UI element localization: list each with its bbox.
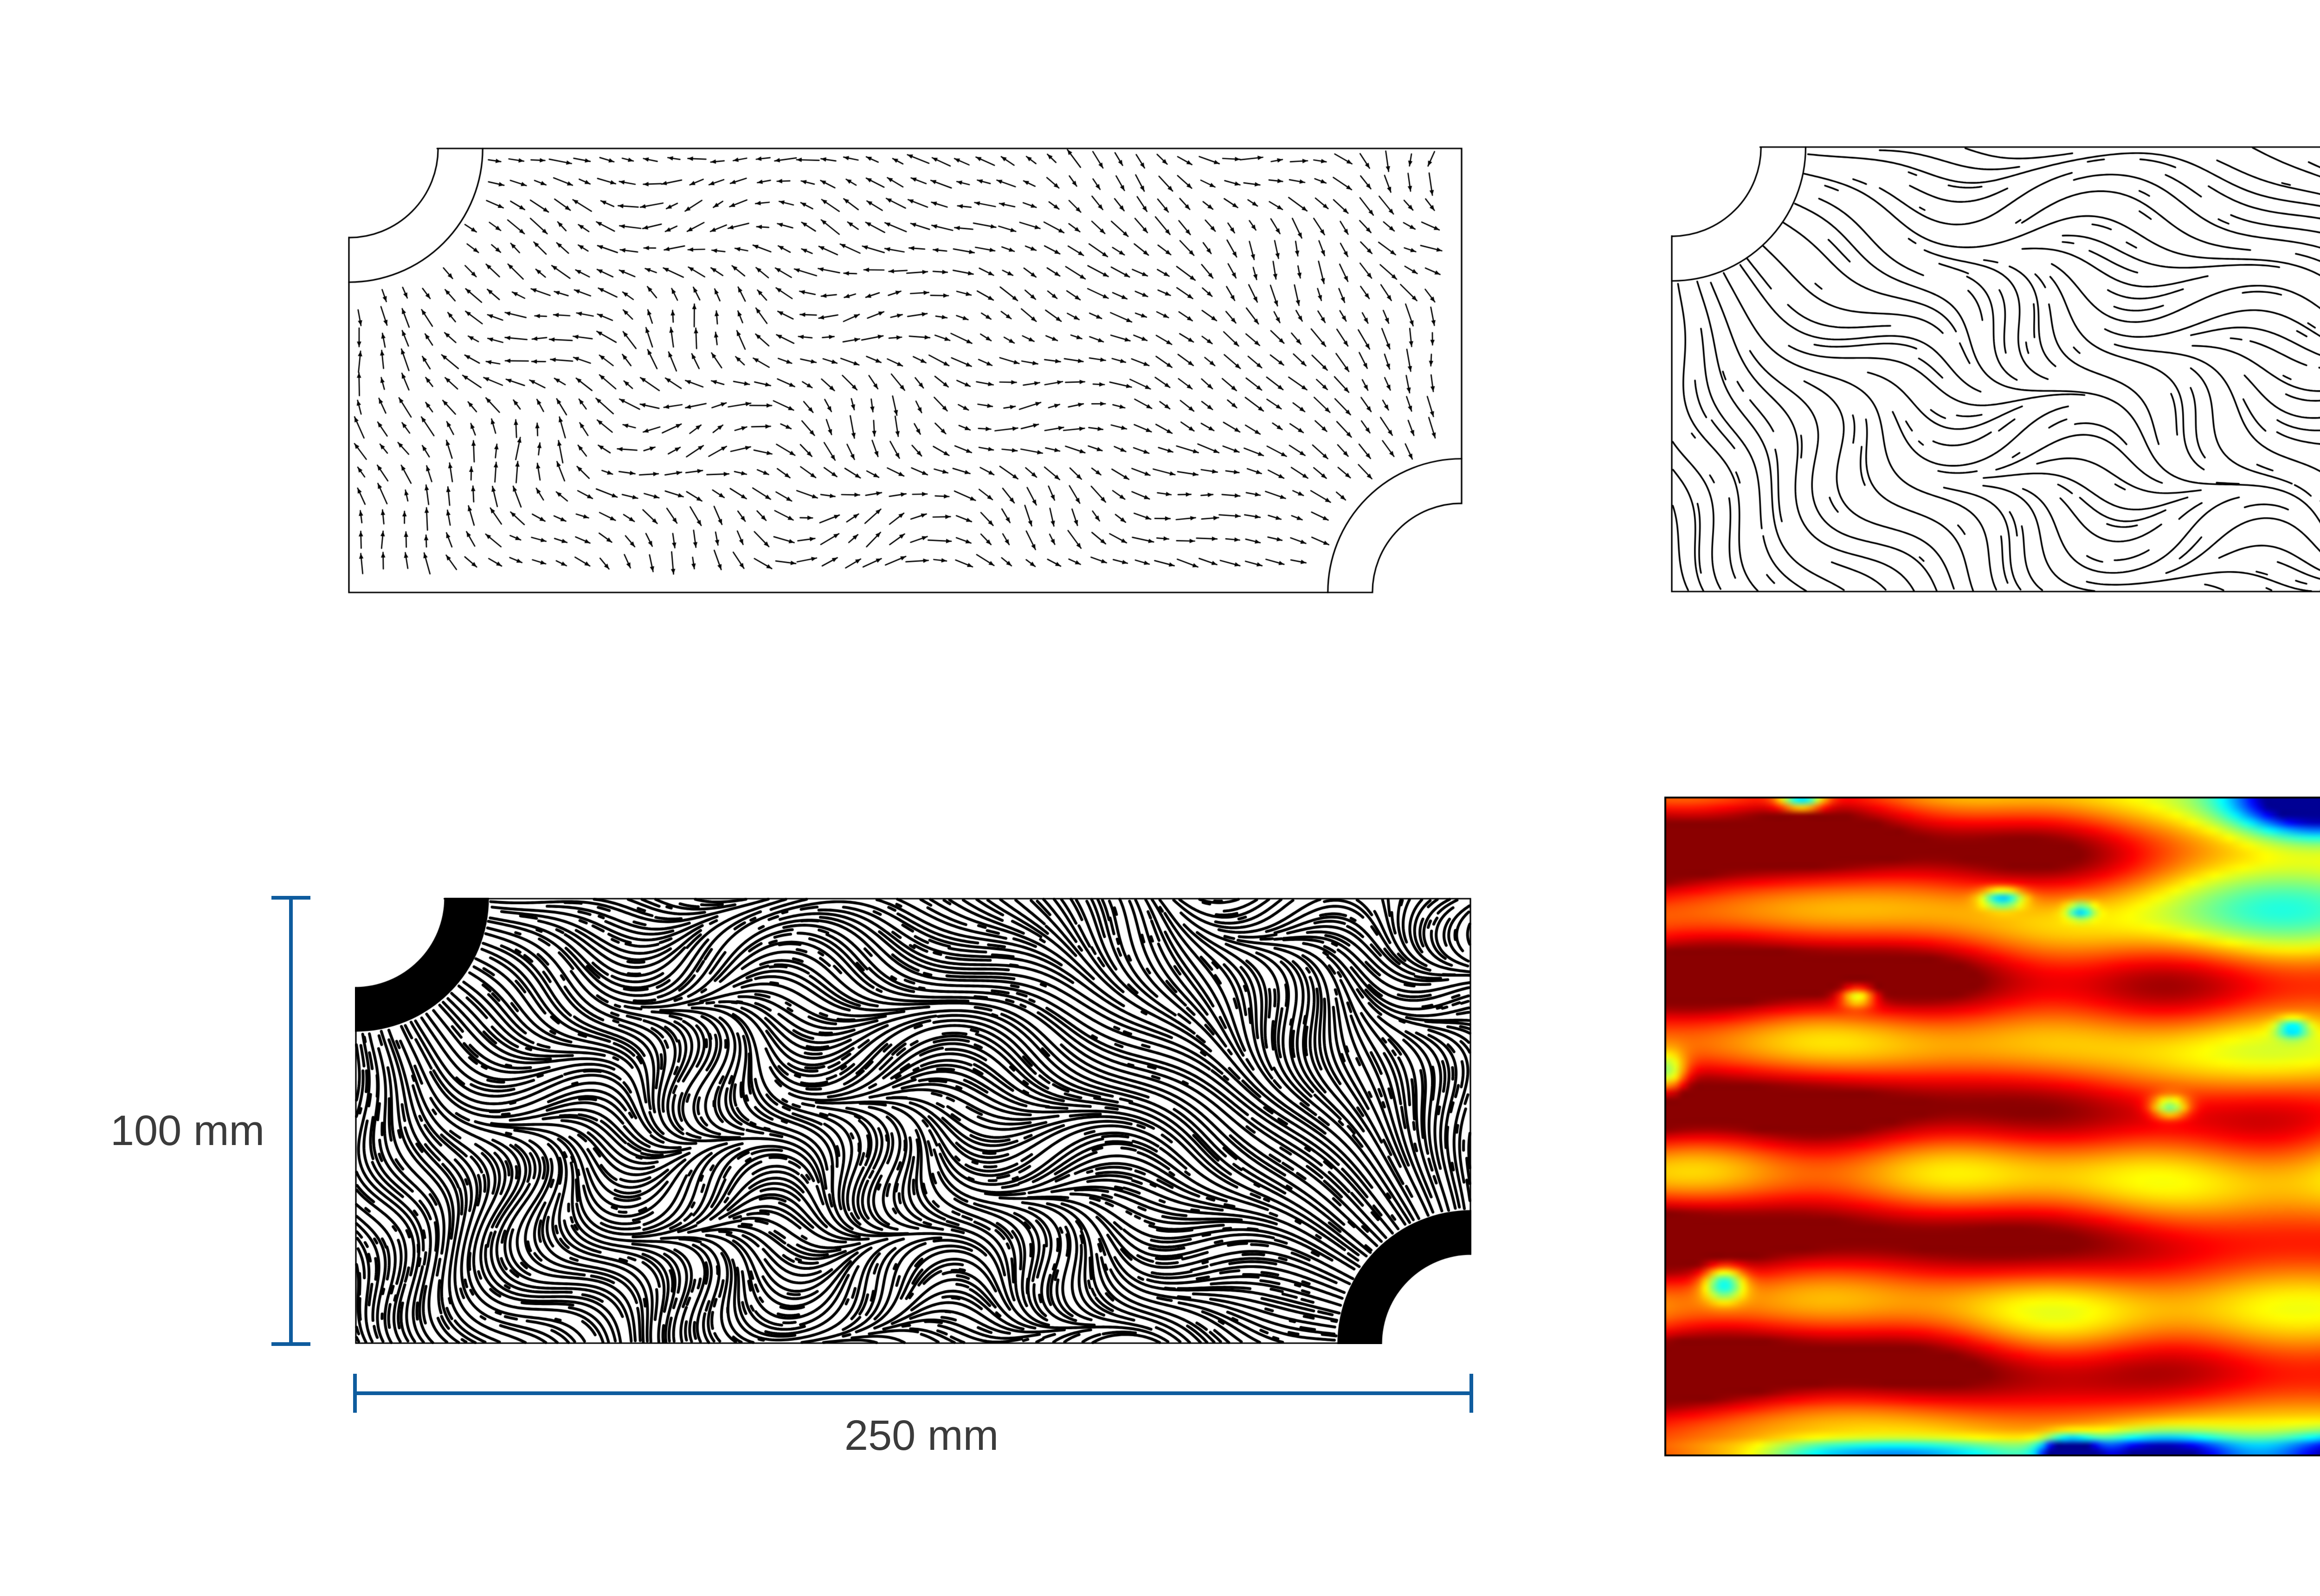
height-dimension-label: 100 mm [110,1107,265,1154]
heatmap-panel-canvas [1664,797,2320,1456]
width-dimension-label: 250 mm [844,1412,999,1459]
toolpath-panel-canvas [355,898,1471,1344]
quiver-panel-canvas [348,148,1463,593]
streamlines-panel-canvas [1671,146,2320,592]
